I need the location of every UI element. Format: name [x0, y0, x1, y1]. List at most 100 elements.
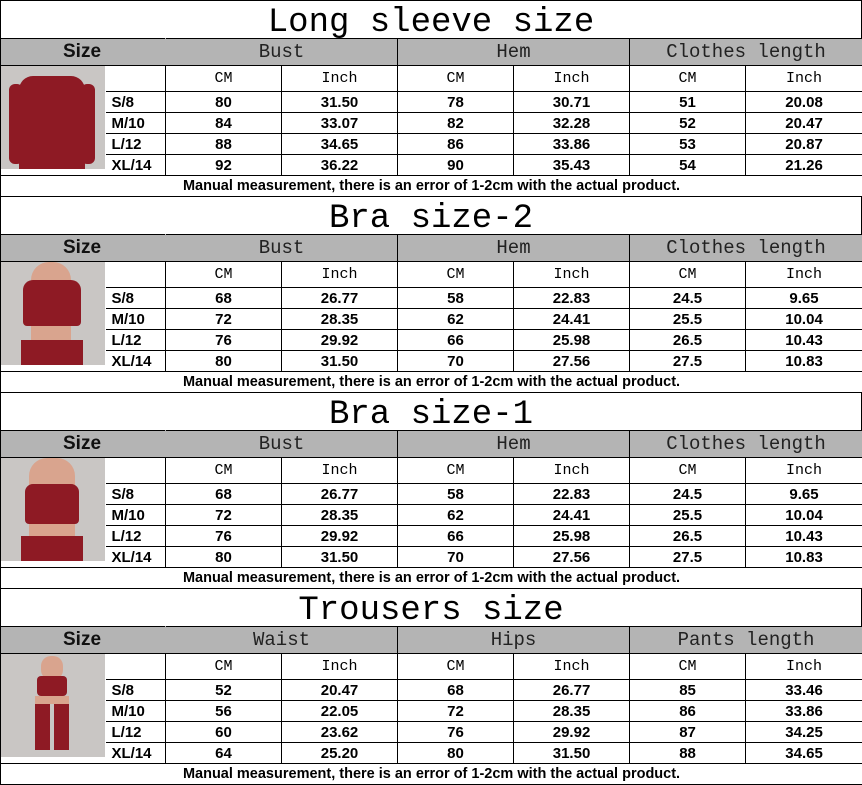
unit-header: CM — [165, 65, 282, 92]
column-header: Hem — [397, 234, 631, 262]
table-row: L/12 76 29.92 66 25.98 26.5 10.43 — [1, 329, 862, 351]
unit-header: CM — [165, 653, 282, 680]
unit-header: Inch — [513, 653, 631, 680]
column-header: Hips — [397, 626, 631, 654]
measurement-cell: 80 — [165, 350, 282, 372]
measurement-cell: 20.47 — [280, 679, 399, 701]
size-label: XL/14 — [105, 350, 166, 372]
measurement-cell: 88 — [629, 742, 747, 764]
measurement-cell: 9.65 — [745, 287, 862, 309]
measurement-cell: 22.83 — [513, 483, 631, 505]
size-label: M/10 — [105, 504, 166, 526]
size-header: Size — [0, 626, 166, 654]
measurement-cell: 10.43 — [745, 329, 862, 351]
header-row: Size Bust Hem Clothes length — [0, 430, 862, 458]
measurement-cell: 52 — [629, 112, 747, 134]
column-header: Clothes length — [629, 430, 862, 458]
size-label: M/10 — [105, 700, 166, 722]
measurement-cell: 26.77 — [280, 483, 399, 505]
long-sleeve-jacket-image — [1, 66, 105, 169]
measurement-cell: 54 — [629, 154, 747, 176]
measurement-cell: 27.5 — [629, 546, 747, 568]
measurement-cell: 25.5 — [629, 504, 747, 526]
note-row: Manual measurement, there is an error of… — [0, 371, 862, 393]
unit-header: Inch — [745, 653, 862, 680]
measurement-cell: 23.62 — [280, 721, 399, 743]
unit-row: CM Inch CM Inch CM Inch — [0, 457, 862, 568]
section-title: Bra size-1 — [0, 392, 862, 430]
section-title: Trousers size — [0, 588, 862, 626]
size-label: S/8 — [105, 91, 166, 113]
table-row: L/12 88 34.65 86 33.86 53 20.87 — [1, 133, 862, 155]
measurement-cell: 33.86 — [513, 133, 631, 155]
measurement-cell: 33.07 — [280, 112, 399, 134]
measurement-cell: 10.83 — [745, 350, 862, 372]
section-title: Bra size-2 — [0, 196, 862, 234]
measurement-cell: 20.08 — [745, 91, 862, 113]
measurement-cell: 20.87 — [745, 133, 862, 155]
unit-header: CM — [629, 457, 747, 484]
measurement-cell: 33.86 — [745, 700, 862, 722]
size-label: M/10 — [105, 112, 166, 134]
measurement-cell: 78 — [397, 91, 515, 113]
unit-header: CM — [629, 653, 747, 680]
unit-header: CM — [629, 65, 747, 92]
size-header: Size — [0, 234, 166, 262]
unit-header: CM — [397, 261, 515, 288]
measurement-note: Manual measurement, there is an error of… — [0, 567, 862, 589]
measurement-cell: 52 — [165, 679, 282, 701]
measurement-cell: 31.50 — [513, 742, 631, 764]
size-label: XL/14 — [105, 546, 166, 568]
size-label: L/12 — [105, 525, 166, 547]
measurement-cell: 27.5 — [629, 350, 747, 372]
table-row: S/8 68 26.77 58 22.83 24.5 9.65 — [1, 287, 862, 309]
measurement-cell: 82 — [397, 112, 515, 134]
column-header: Clothes length — [629, 234, 862, 262]
measurement-cell: 25.20 — [280, 742, 399, 764]
measurement-cell: 31.50 — [280, 350, 399, 372]
measurement-cell: 28.35 — [280, 504, 399, 526]
measurement-cell: 26.5 — [629, 525, 747, 547]
garment-photo — [0, 261, 106, 372]
measurement-cell: 72 — [397, 700, 515, 722]
measurement-cell: 25.98 — [513, 329, 631, 351]
measurement-cell: 10.83 — [745, 546, 862, 568]
garment-photo — [0, 65, 106, 176]
measurement-cell: 66 — [397, 329, 515, 351]
measurement-cell: 10.43 — [745, 525, 862, 547]
measurement-cell: 86 — [397, 133, 515, 155]
unit-row: CM Inch CM Inch CM Inch — [0, 261, 862, 372]
unit-header: CM — [629, 261, 747, 288]
table-row: M/10 84 33.07 82 32.28 52 20.47 — [1, 112, 862, 134]
measurement-cell: 22.05 — [280, 700, 399, 722]
measurement-cell: 33.46 — [745, 679, 862, 701]
table-row: XL/14 80 31.50 70 27.56 27.5 10.83 — [1, 350, 862, 372]
measurement-cell: 90 — [397, 154, 515, 176]
table-row: S/8 52 20.47 68 26.77 85 33.46 — [1, 679, 862, 701]
measurement-cell: 32.28 — [513, 112, 631, 134]
unit-row: CM Inch CM Inch CM Inch — [0, 65, 862, 176]
strap-bra-image — [1, 458, 105, 561]
measurement-cell: 31.50 — [280, 546, 399, 568]
unit-header: Inch — [513, 457, 631, 484]
measurement-cell: 24.41 — [513, 504, 631, 526]
table-row: M/10 72 28.35 62 24.41 25.5 10.04 — [1, 308, 862, 330]
unit-header: Inch — [745, 261, 862, 288]
section-title: Long sleeve size — [0, 0, 862, 38]
size-label: XL/14 — [105, 154, 166, 176]
size-label: XL/14 — [105, 742, 166, 764]
table-row: L/12 60 23.62 76 29.92 87 34.25 — [1, 721, 862, 743]
measurement-cell: 60 — [165, 721, 282, 743]
header-row: Size Waist Hips Pants length — [0, 626, 862, 654]
size-label: S/8 — [105, 287, 166, 309]
measurement-cell: 88 — [165, 133, 282, 155]
column-header: Clothes length — [629, 38, 862, 66]
table-row: S/8 80 31.50 78 30.71 51 20.08 — [1, 91, 862, 113]
size-label: L/12 — [105, 133, 166, 155]
size-label: S/8 — [105, 483, 166, 505]
size-header: Size — [0, 38, 166, 66]
measurement-cell: 22.83 — [513, 287, 631, 309]
size-section: Bra size-1 Size Bust Hem Clothes length CM In… — [0, 392, 862, 589]
measurement-cell: 56 — [165, 700, 282, 722]
